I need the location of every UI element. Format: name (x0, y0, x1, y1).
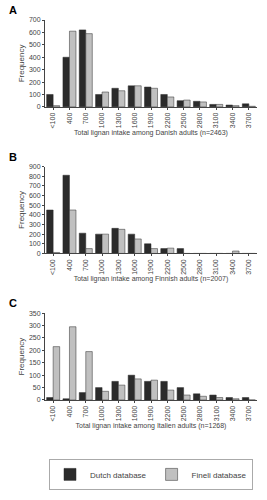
svg-text:350: 350 (29, 310, 41, 317)
svg-text:600: 600 (29, 29, 41, 36)
svg-text:1300: 1300 (115, 406, 122, 422)
svg-text:200: 200 (29, 347, 41, 354)
svg-text:500: 500 (29, 202, 41, 209)
svg-text:700: 700 (29, 16, 41, 23)
svg-text:Total lignan intake among Ital: Total lignan intake among Italien adults… (76, 422, 227, 430)
svg-text:1900: 1900 (147, 113, 154, 129)
svg-text:1000: 1000 (98, 113, 105, 129)
svg-text:Total lignan intake among Dani: Total lignan intake among Danish adults … (74, 129, 228, 137)
svg-text:Frequency: Frequency (17, 338, 26, 376)
svg-text:2800: 2800 (196, 406, 203, 422)
svg-text:2800: 2800 (196, 259, 203, 275)
svg-text:0: 0 (37, 396, 41, 403)
svg-text:3100: 3100 (213, 259, 220, 275)
svg-text:C: C (9, 297, 17, 309)
svg-text:1900: 1900 (147, 259, 154, 275)
svg-text:2500: 2500 (180, 113, 187, 129)
svg-text:700: 700 (82, 259, 89, 271)
svg-text:Total lignan intake among Finn: Total lignan intake among Finnish adults… (74, 275, 229, 283)
svg-text:1300: 1300 (115, 259, 122, 275)
svg-text:200: 200 (29, 231, 41, 238)
svg-text:3100: 3100 (213, 113, 220, 129)
svg-text:800: 800 (29, 173, 41, 180)
svg-text:400: 400 (66, 406, 73, 418)
svg-text:3400: 3400 (229, 113, 236, 129)
svg-text:700: 700 (82, 113, 89, 125)
svg-text:3700: 3700 (245, 259, 252, 275)
svg-text:3400: 3400 (229, 259, 236, 275)
svg-text:Frequency: Frequency (17, 45, 26, 83)
svg-text:3700: 3700 (245, 406, 252, 422)
svg-text:1900: 1900 (147, 406, 154, 422)
svg-text:200: 200 (29, 79, 41, 86)
svg-text:300: 300 (29, 221, 41, 228)
svg-text:B: B (9, 151, 17, 163)
svg-text:250: 250 (29, 334, 41, 341)
svg-text:Fineli database: Fineli database (192, 471, 247, 480)
svg-text:400: 400 (66, 113, 73, 125)
svg-text:3700: 3700 (245, 113, 252, 129)
svg-text:400: 400 (66, 259, 73, 271)
svg-text:2200: 2200 (164, 259, 171, 275)
svg-text:3400: 3400 (229, 406, 236, 422)
svg-text:900: 900 (29, 163, 41, 170)
svg-text:100: 100 (29, 372, 41, 379)
svg-text:Dutch database: Dutch database (90, 471, 147, 480)
svg-text:400: 400 (29, 54, 41, 61)
svg-text:Frequency: Frequency (17, 191, 26, 229)
svg-text:<100: <100 (49, 406, 56, 422)
svg-text:500: 500 (29, 41, 41, 48)
svg-text:300: 300 (29, 322, 41, 329)
svg-text:100: 100 (29, 91, 41, 98)
svg-text:50: 50 (33, 384, 41, 391)
svg-text:700: 700 (29, 182, 41, 189)
svg-text:0: 0 (37, 250, 41, 257)
svg-text:3100: 3100 (213, 406, 220, 422)
svg-text:2500: 2500 (180, 406, 187, 422)
svg-text:1000: 1000 (98, 406, 105, 422)
svg-text:100: 100 (29, 240, 41, 247)
svg-text:600: 600 (29, 192, 41, 199)
svg-text:2800: 2800 (196, 113, 203, 129)
svg-text:1600: 1600 (131, 259, 138, 275)
svg-text:400: 400 (29, 211, 41, 218)
svg-text:2200: 2200 (164, 406, 171, 422)
svg-text:0: 0 (37, 103, 41, 110)
svg-text:1600: 1600 (131, 113, 138, 129)
svg-text:1000: 1000 (98, 259, 105, 275)
svg-text:300: 300 (29, 66, 41, 73)
svg-text:150: 150 (29, 359, 41, 366)
svg-text:A: A (9, 4, 17, 16)
svg-text:1300: 1300 (115, 113, 122, 129)
svg-text:1600: 1600 (131, 406, 138, 422)
svg-text:<100: <100 (49, 259, 56, 275)
svg-text:<100: <100 (49, 113, 56, 129)
svg-text:2500: 2500 (180, 259, 187, 275)
svg-text:2200: 2200 (164, 113, 171, 129)
svg-text:700: 700 (82, 406, 89, 418)
